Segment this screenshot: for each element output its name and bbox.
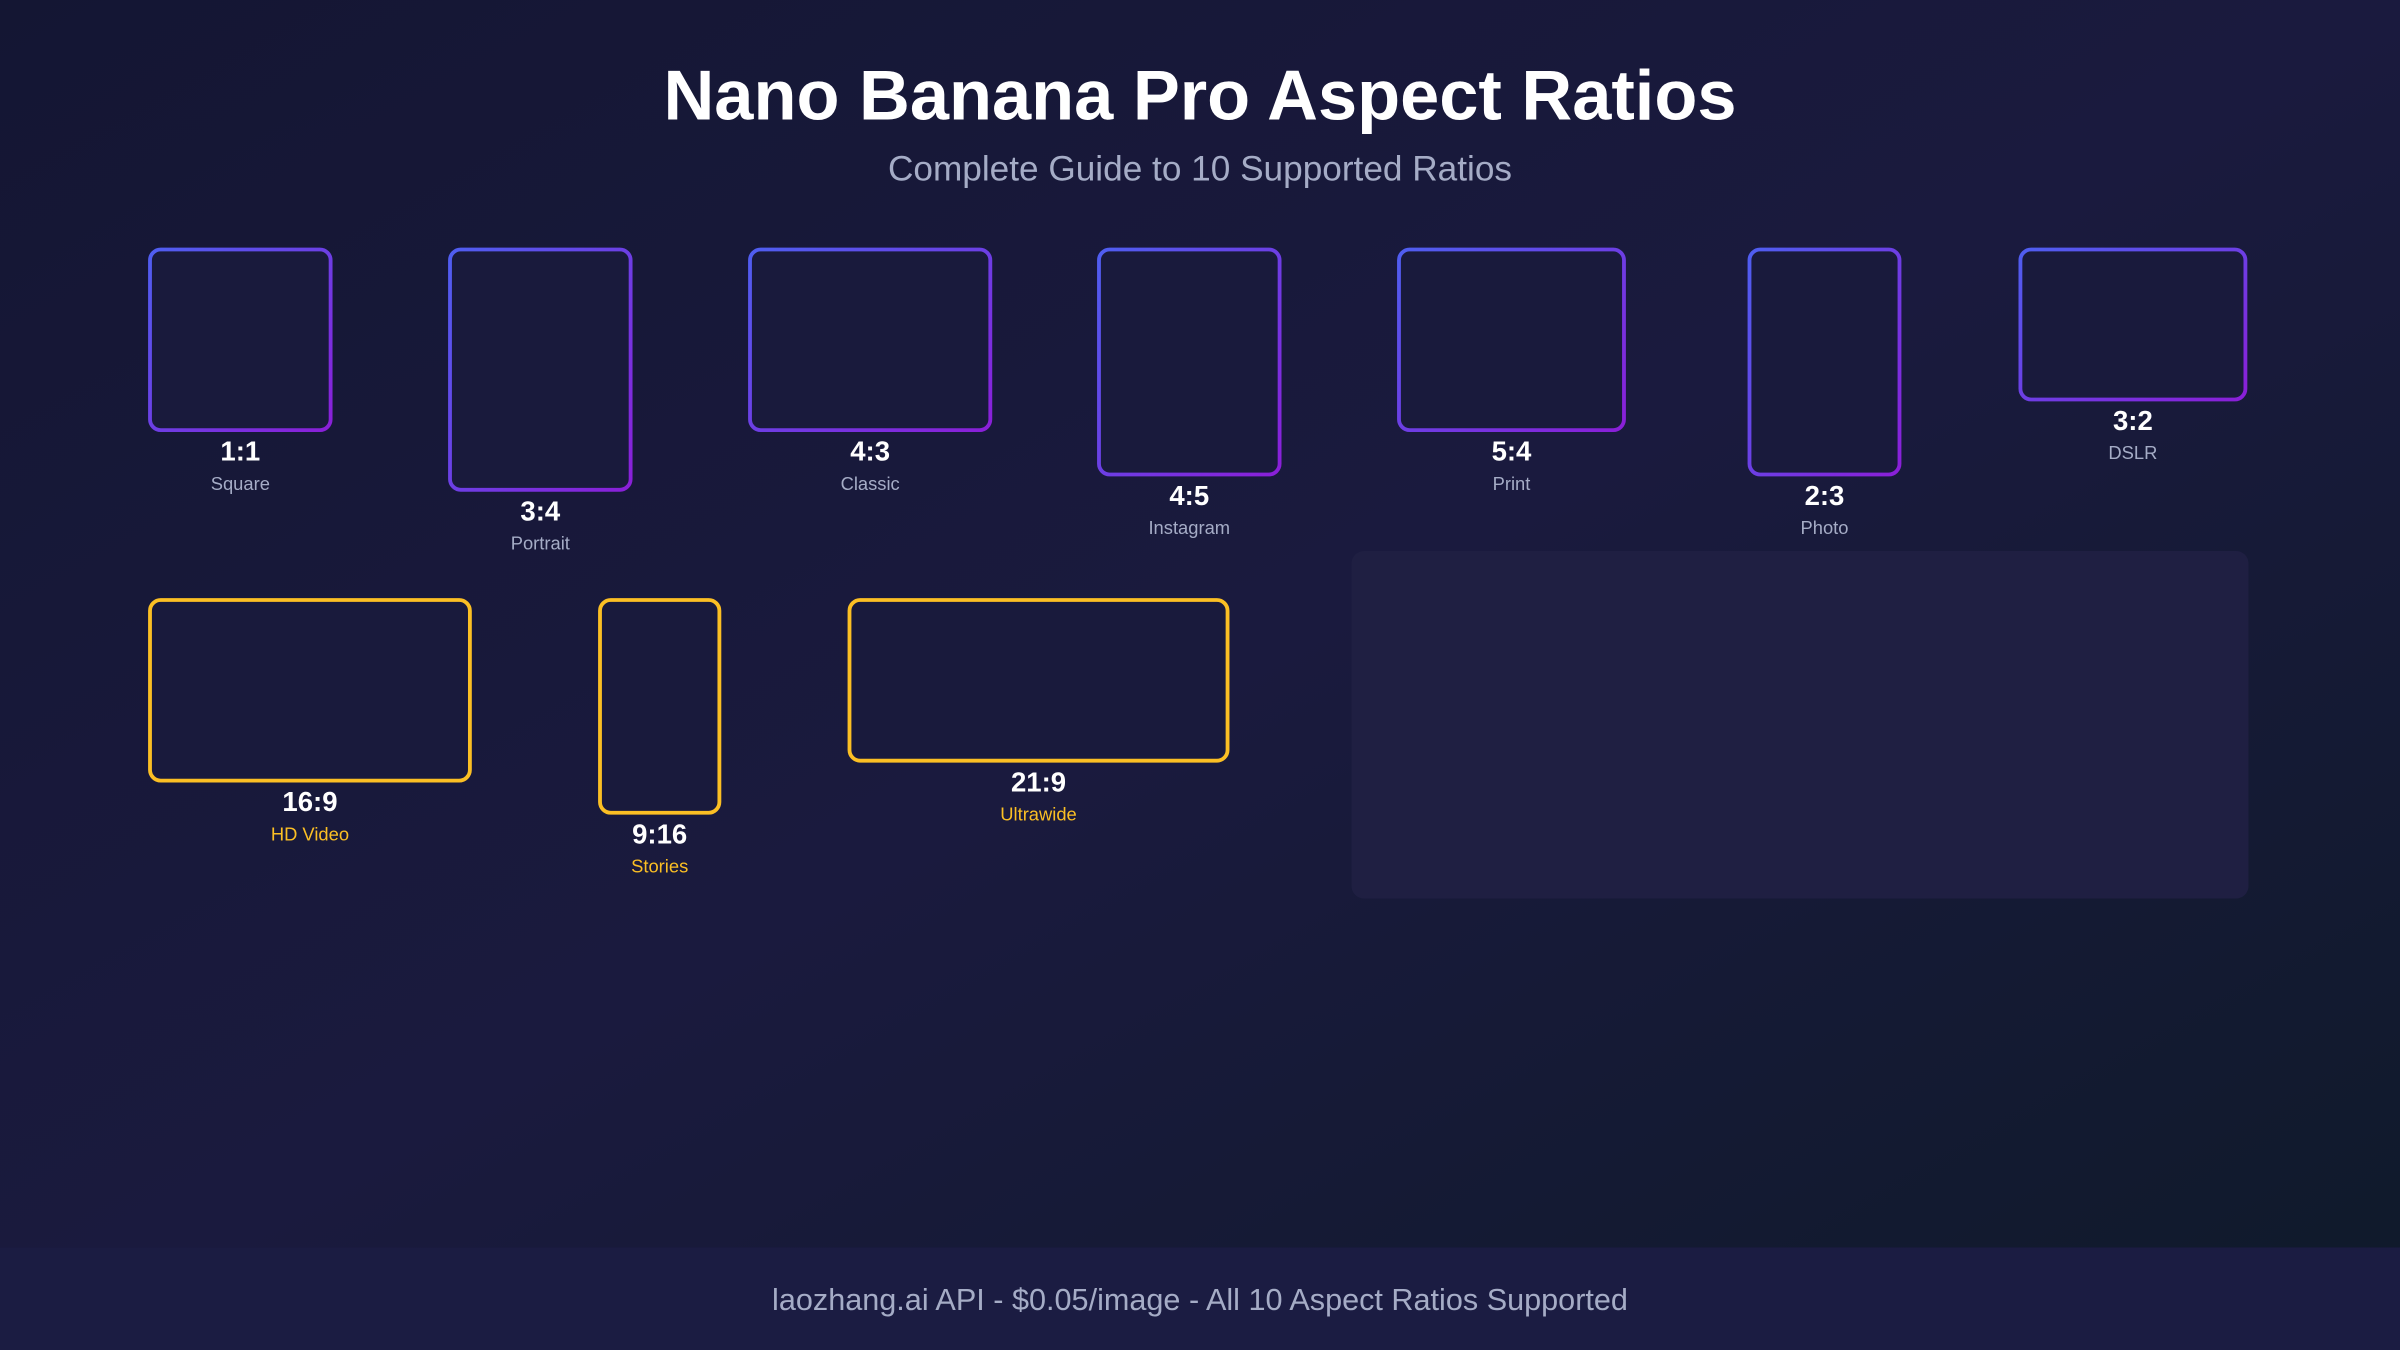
footer-bar [0,1247,2400,1350]
ratio-label: 4:5 [1169,480,1209,511]
ratio-box [2018,247,2248,402]
ratio-name: DSLR [2108,442,2157,463]
ratio-label: 21:9 [1011,766,1066,797]
ratio-label: 9:16 [632,818,687,849]
ratio-name: Ultrawide [1000,803,1077,824]
ratio-box [598,598,722,815]
subtitle: Complete Guide to 10 Supported Ratios [888,150,1512,189]
ratio-box [448,247,633,492]
ratio-name: Photo [1800,517,1848,538]
ratio-box [1097,247,1282,477]
ratio-label: 16:9 [282,786,337,817]
ratio-box [148,247,333,433]
ratio-name: Stories [631,855,688,876]
ratio-name: Instagram [1148,517,1230,538]
ratio-box [1397,247,1626,433]
ratio-box [847,598,1230,763]
ratio-label: 1:1 [220,436,260,467]
ratio-box [148,598,472,783]
ratio-label: 3:4 [520,495,560,526]
ratio-name: Print [1493,473,1531,494]
ratio-label: 4:3 [850,436,890,467]
ratio-label: 3:2 [2113,405,2153,436]
title: Nano Banana Pro Aspect Ratios [663,55,1736,134]
ratio-box [748,247,993,433]
ratio-label: 2:3 [1805,480,1845,511]
footer-text: laozhang.ai API - $0.05/image - All 10 A… [772,1283,1628,1317]
ratio-boxes: 1:1 Square 3:4 Portrait 4:3 Classic 4:5 Instagr… [148,247,2248,876]
ratio-label: 5:4 [1492,436,1532,467]
code-panel [1351,551,2249,899]
ratio-name: HD Video [271,823,349,844]
ratio-name: Classic [841,473,900,494]
ratio-name: Portrait [511,532,570,553]
ratio-name: Square [211,473,270,494]
ratio-box [1747,247,1902,477]
